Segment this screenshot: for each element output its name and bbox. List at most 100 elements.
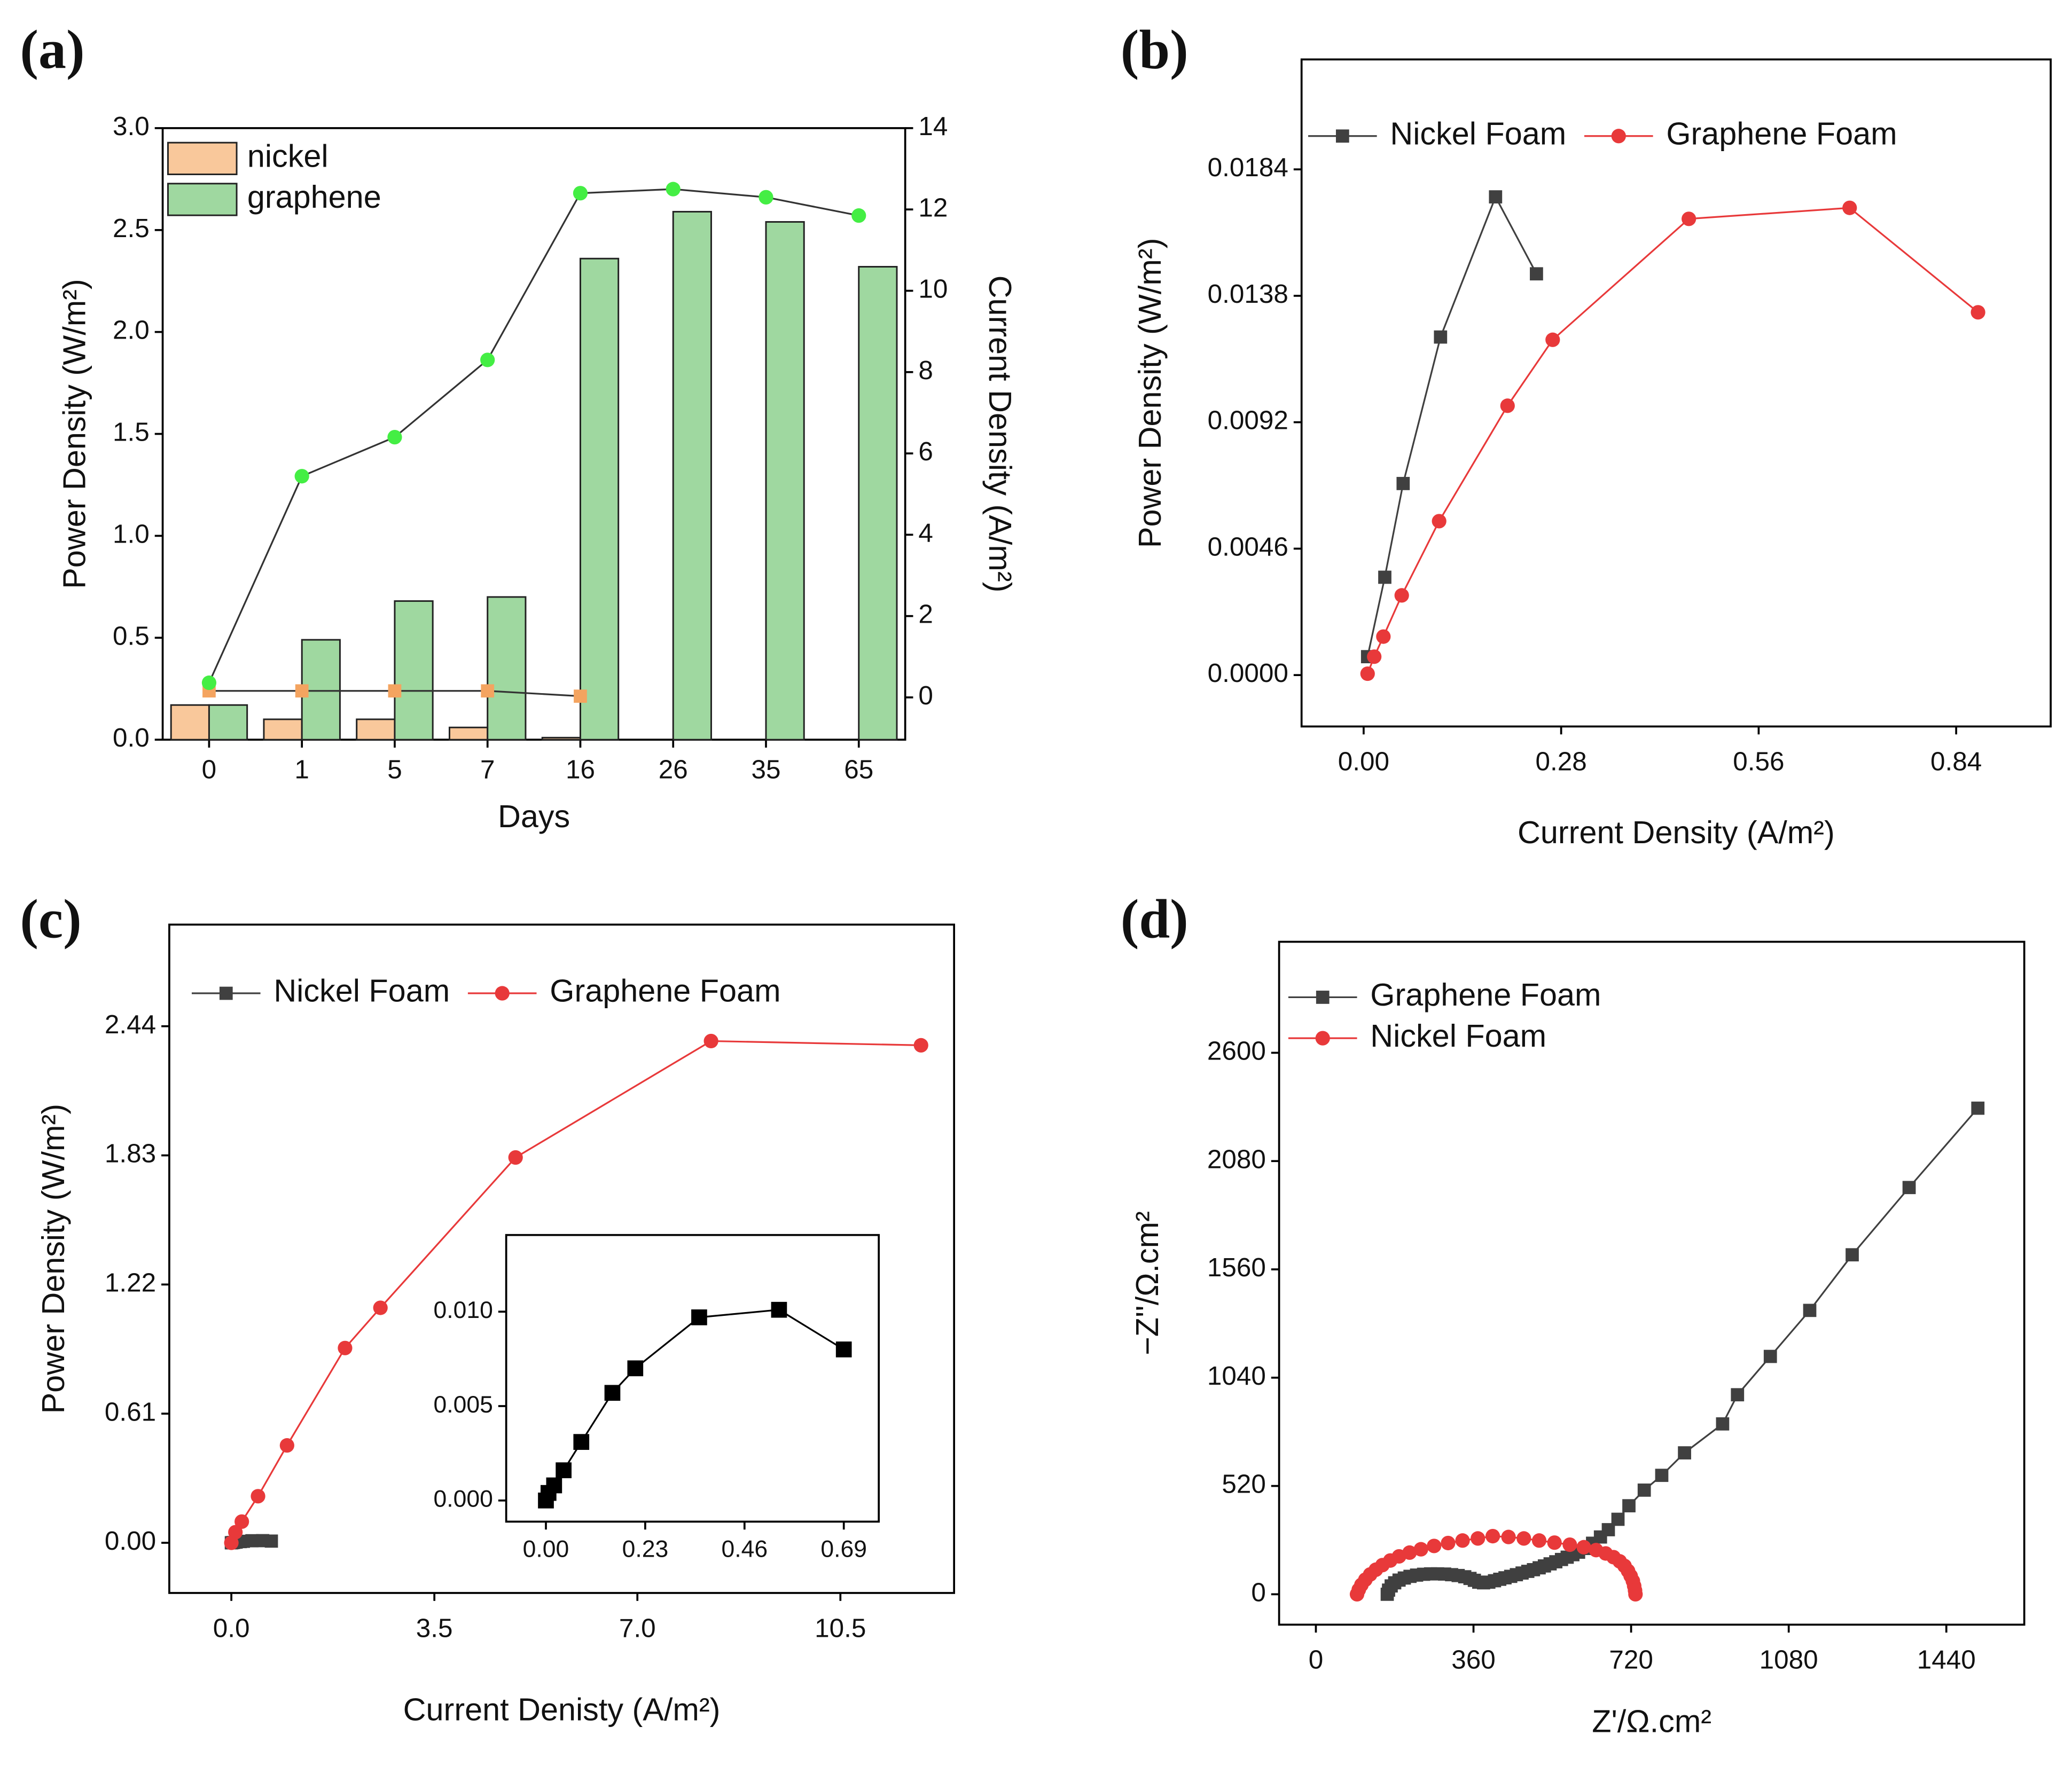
x-tick-label: 65 [844, 755, 873, 784]
marker [574, 689, 587, 703]
marker [1842, 200, 1857, 215]
y-tick-label: 1040 [1207, 1361, 1266, 1391]
marker [573, 186, 588, 201]
marker [1335, 129, 1349, 143]
marker [228, 1525, 243, 1540]
panel-label: (d) [1121, 888, 1189, 949]
x-tick-label: 16 [566, 755, 595, 784]
marker [295, 684, 309, 698]
y-axis-label: −Z''/Ω.cm² [1129, 1211, 1165, 1355]
x-tick-label: 0.69 [820, 1536, 867, 1563]
plot-frame [161, 127, 906, 741]
bar [579, 257, 620, 741]
legend-label: Nickel Foam [1370, 1018, 1546, 1054]
y2-tick-label: 8 [918, 356, 933, 385]
marker [1628, 1587, 1643, 1602]
series-line [1366, 194, 1537, 657]
y-tick-label: 1.22 [105, 1268, 156, 1297]
x-tick-label: 1080 [1760, 1645, 1818, 1675]
marker [1434, 330, 1448, 344]
y-tick-label: 2080 [1207, 1144, 1266, 1174]
bar [448, 726, 489, 741]
marker [1846, 1248, 1859, 1262]
series-line [1386, 1108, 1979, 1595]
marker [556, 1462, 572, 1479]
x-tick-label: 0.84 [1930, 747, 1982, 776]
y2-tick-label: 14 [918, 112, 948, 141]
y2-axis-label: Current Density (A/m²) [982, 276, 1018, 593]
bar [858, 266, 898, 741]
y-tick-label: 0.0 [113, 723, 150, 752]
marker [294, 469, 309, 484]
marker [1611, 129, 1626, 144]
marker [201, 675, 217, 690]
y-tick-label: 0.0138 [1208, 279, 1288, 309]
series-line [208, 188, 859, 684]
marker [1531, 1533, 1547, 1548]
panel-label: (c) [20, 888, 81, 949]
inset-background [506, 1235, 879, 1522]
plot-frame [168, 923, 956, 1594]
marker [1547, 1535, 1562, 1550]
marker [1316, 991, 1330, 1004]
marker [691, 1309, 707, 1325]
legend-label: Nickel Foam [273, 973, 450, 1009]
y-tick-label: 2600 [1207, 1036, 1266, 1065]
x-tick-label: 5 [387, 755, 402, 784]
marker [219, 986, 233, 1000]
marker [388, 684, 402, 698]
legend-swatch [167, 183, 238, 216]
y-tick-label: 0.005 [434, 1392, 493, 1418]
marker [1562, 1537, 1577, 1552]
marker [1394, 588, 1409, 603]
bar [356, 718, 396, 741]
x-tick-label: 7.0 [619, 1613, 656, 1643]
bar [672, 210, 712, 741]
x-tick-label: 720 [1609, 1645, 1653, 1675]
marker [1655, 1469, 1669, 1482]
marker [1763, 1349, 1777, 1363]
legend-label: Graphene Foam [550, 973, 780, 1009]
marker [387, 430, 402, 445]
bar [263, 718, 303, 741]
y2-tick-label: 12 [918, 193, 948, 222]
bar [170, 704, 210, 741]
y2-tick-label: 4 [918, 518, 933, 547]
marker [771, 1301, 787, 1318]
marker [1682, 211, 1696, 226]
y-tick-label: 0.0092 [1208, 406, 1288, 435]
legend-label: graphene [247, 179, 381, 215]
marker [480, 352, 495, 367]
marker [666, 182, 681, 197]
y-tick-label: 0.010 [434, 1297, 493, 1323]
plot-frame [1278, 940, 2026, 1626]
marker [627, 1360, 644, 1377]
legend-label: Nickel Foam [1390, 115, 1566, 151]
panel-label: (b) [1121, 19, 1189, 81]
plot-frame [505, 1234, 880, 1523]
marker [1545, 332, 1560, 347]
marker [1489, 190, 1503, 204]
bar [394, 600, 434, 741]
marker [703, 1033, 718, 1049]
marker [1413, 1542, 1428, 1557]
marker [495, 986, 510, 1001]
x-tick-label: 7 [480, 755, 495, 784]
x-tick-label: 35 [751, 755, 780, 784]
marker [1376, 629, 1391, 644]
marker [279, 1438, 294, 1453]
marker [1441, 1535, 1456, 1551]
marker [1432, 514, 1447, 529]
y-tick-label: 0.0046 [1208, 532, 1288, 561]
legend-swatch [167, 142, 238, 175]
marker [1427, 1539, 1442, 1553]
x-tick-label: 0.56 [1733, 747, 1784, 776]
marker [1971, 305, 1985, 320]
marker [1315, 1031, 1330, 1046]
x-tick-label: 10.5 [815, 1613, 866, 1643]
marker [1576, 1540, 1591, 1555]
marker [1485, 1528, 1500, 1544]
legend-label: Graphene Foam [1370, 977, 1601, 1012]
x-tick-label: 0.00 [1338, 747, 1389, 776]
